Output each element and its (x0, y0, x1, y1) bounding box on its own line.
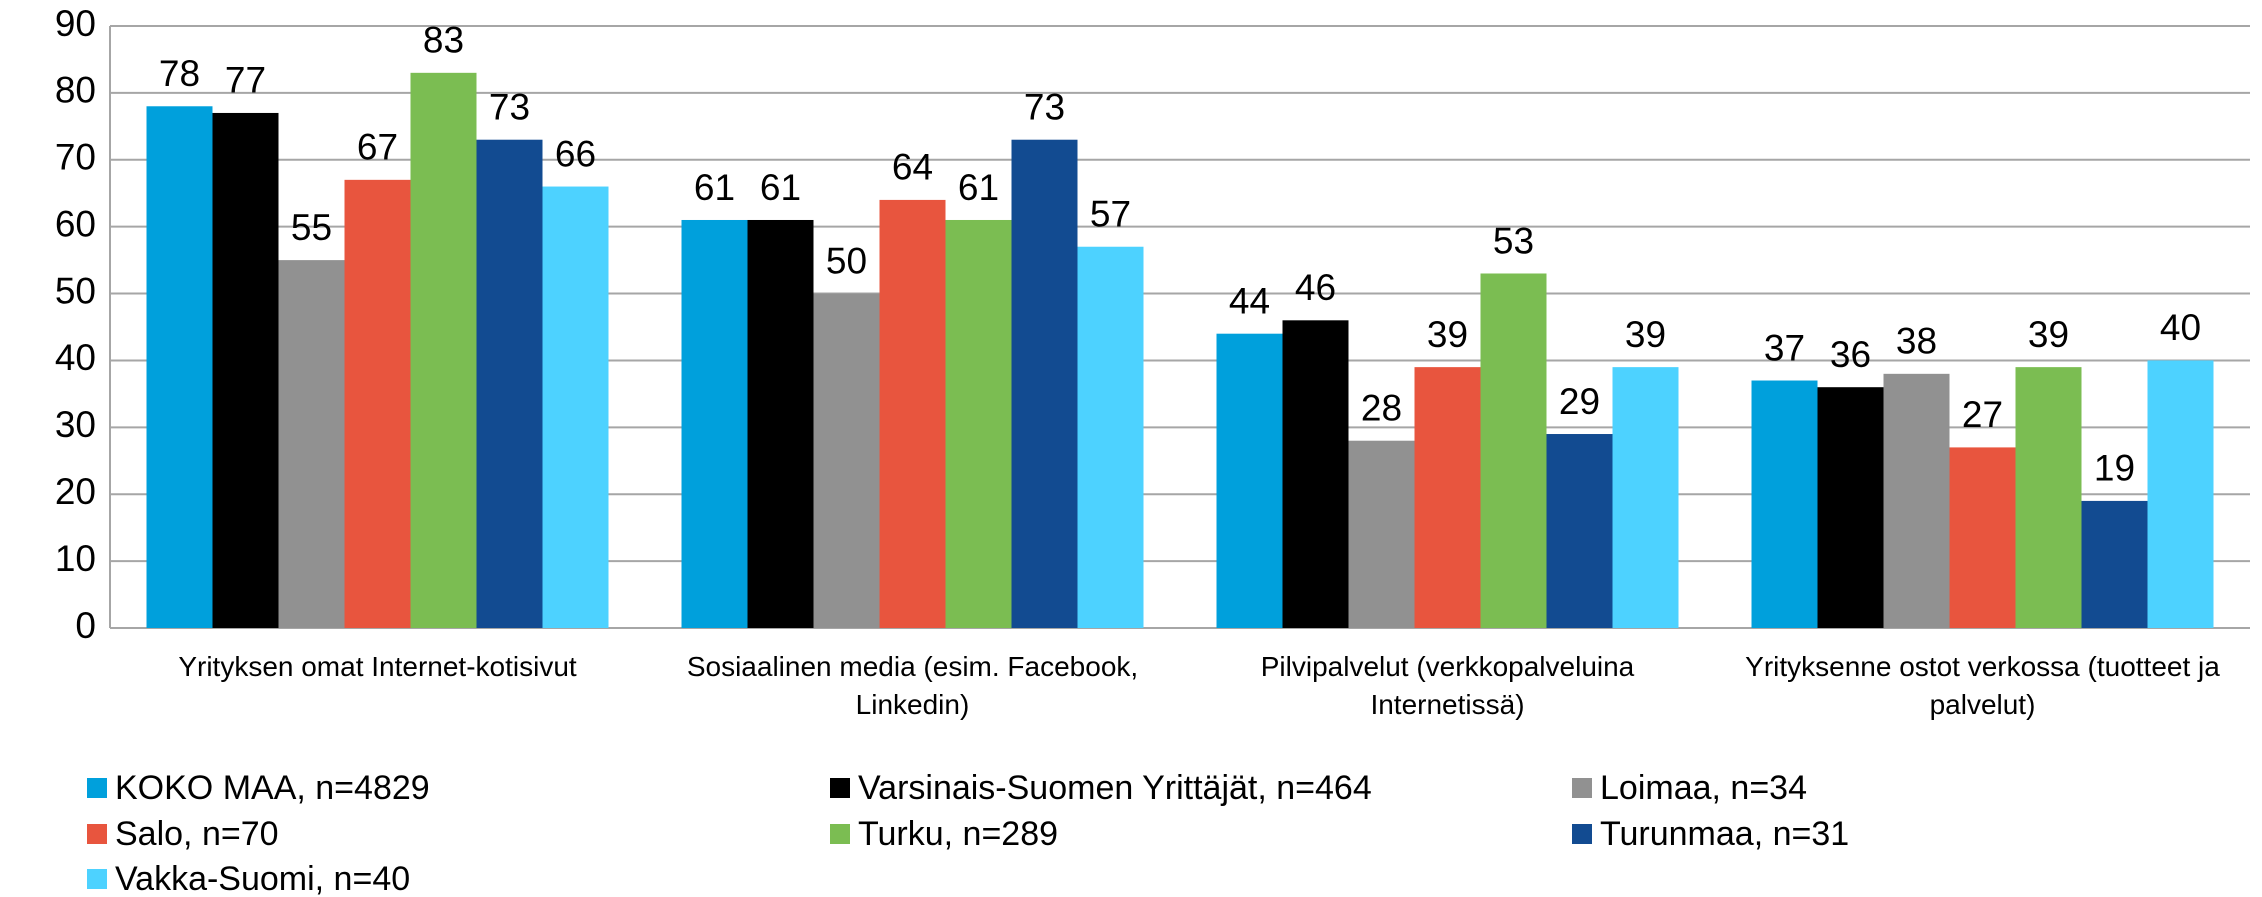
legend-entry: Turku, n=289 (830, 814, 1058, 854)
bar (542, 186, 609, 629)
legend-entry: Loimaa, n=34 (1572, 768, 1807, 808)
bar (2147, 360, 2214, 628)
data-label: 61 (958, 167, 999, 208)
bar (747, 219, 814, 628)
legend-swatch (830, 778, 850, 798)
legend-label: Loimaa, n=34 (1600, 768, 1807, 807)
data-label: 64 (892, 147, 933, 188)
bar (1949, 447, 2016, 628)
data-label: 83 (423, 20, 464, 61)
legend-swatch (87, 869, 107, 889)
y-tick-label: 90 (55, 3, 96, 44)
legend-swatch (87, 778, 107, 798)
legend-swatch (1572, 824, 1592, 844)
data-label: 77 (225, 60, 266, 101)
data-label: 39 (1427, 314, 1468, 355)
legend-swatch (1572, 778, 1592, 798)
bar (1751, 380, 1818, 628)
data-label: 46 (1295, 267, 1336, 308)
y-tick-label: 20 (55, 471, 96, 512)
bar (945, 219, 1012, 628)
x-tick-label: Yrityksen omat Internet-kotisivut (178, 651, 577, 682)
data-label: 27 (1962, 394, 2003, 435)
bar (1348, 440, 1415, 628)
data-label: 38 (1896, 321, 1937, 362)
bar (879, 199, 946, 628)
bar (146, 106, 213, 629)
y-tick-label: 80 (55, 70, 96, 111)
data-label: 39 (1625, 314, 1666, 355)
bar (212, 112, 279, 628)
data-label: 55 (291, 207, 332, 248)
bar (1817, 387, 1884, 628)
data-label: 66 (555, 133, 596, 174)
legend-swatch (87, 824, 107, 844)
x-tick-label: Yrityksenne ostot verkossa (tuotteet ja … (1745, 651, 2220, 720)
legend-label: Salo, n=70 (115, 814, 279, 853)
bar (2081, 500, 2148, 628)
y-tick-label: 70 (55, 137, 96, 178)
bar (1282, 320, 1349, 628)
legend-entry: Salo, n=70 (87, 814, 279, 854)
legend-label: Turunmaa, n=31 (1600, 814, 1850, 853)
bar (410, 72, 477, 629)
bar (344, 179, 411, 628)
bar (1216, 333, 1283, 628)
bar (1414, 367, 1481, 628)
y-tick-label: 0 (75, 605, 96, 646)
bar (1546, 434, 1613, 628)
y-tick-label: 50 (55, 270, 96, 311)
data-label: 44 (1229, 280, 1270, 321)
data-label: 19 (2094, 448, 2135, 489)
y-tick-label: 10 (55, 538, 96, 579)
legend-entry: Varsinais-Suomen Yrittäjät, n=464 (830, 768, 1372, 808)
x-tick-label: Sosiaalinen media (esim. Facebook, Linke… (686, 651, 1139, 720)
data-label: 61 (694, 167, 735, 208)
legend-label: KOKO MAA, n=4829 (115, 768, 430, 807)
y-tick-label: 40 (55, 337, 96, 378)
legend-swatch (830, 824, 850, 844)
legend-entry: Vakka-Suomi, n=40 (87, 859, 410, 897)
data-label: 40 (2160, 307, 2201, 348)
data-label: 29 (1559, 381, 1600, 422)
legend-entry: Turunmaa, n=31 (1572, 814, 1849, 854)
data-label: 73 (489, 86, 530, 127)
y-tick-label: 30 (55, 404, 96, 445)
data-label: 61 (760, 167, 801, 208)
bar (2015, 367, 2082, 628)
legend-label: Turku, n=289 (858, 814, 1059, 853)
data-label: 73 (1024, 86, 1065, 127)
data-label: 28 (1361, 387, 1402, 428)
bar (476, 139, 543, 628)
data-label: 36 (1830, 334, 1871, 375)
bar (1480, 273, 1547, 628)
data-label: 37 (1764, 327, 1805, 368)
bar (278, 260, 345, 628)
bar (1077, 246, 1144, 628)
y-tick-label: 60 (55, 203, 96, 244)
bar (1612, 367, 1679, 628)
data-label: 53 (1493, 220, 1534, 261)
bar (1011, 139, 1078, 628)
data-label: 50 (826, 240, 867, 281)
data-label: 39 (2028, 314, 2069, 355)
bar (813, 293, 880, 628)
bar (681, 219, 748, 628)
data-label: 78 (159, 53, 200, 94)
bar (1883, 373, 1950, 628)
x-tick-label: Pilvipalvelut (verkkopalveluina Internet… (1260, 651, 1635, 720)
data-label: 67 (357, 127, 398, 168)
data-label: 57 (1090, 194, 1131, 235)
legend-label: Vakka-Suomi, n=40 (115, 859, 411, 897)
legend-label: Varsinais-Suomen Yrittäjät, n=464 (858, 768, 1372, 807)
legend-entry: KOKO MAA, n=4829 (87, 768, 430, 808)
